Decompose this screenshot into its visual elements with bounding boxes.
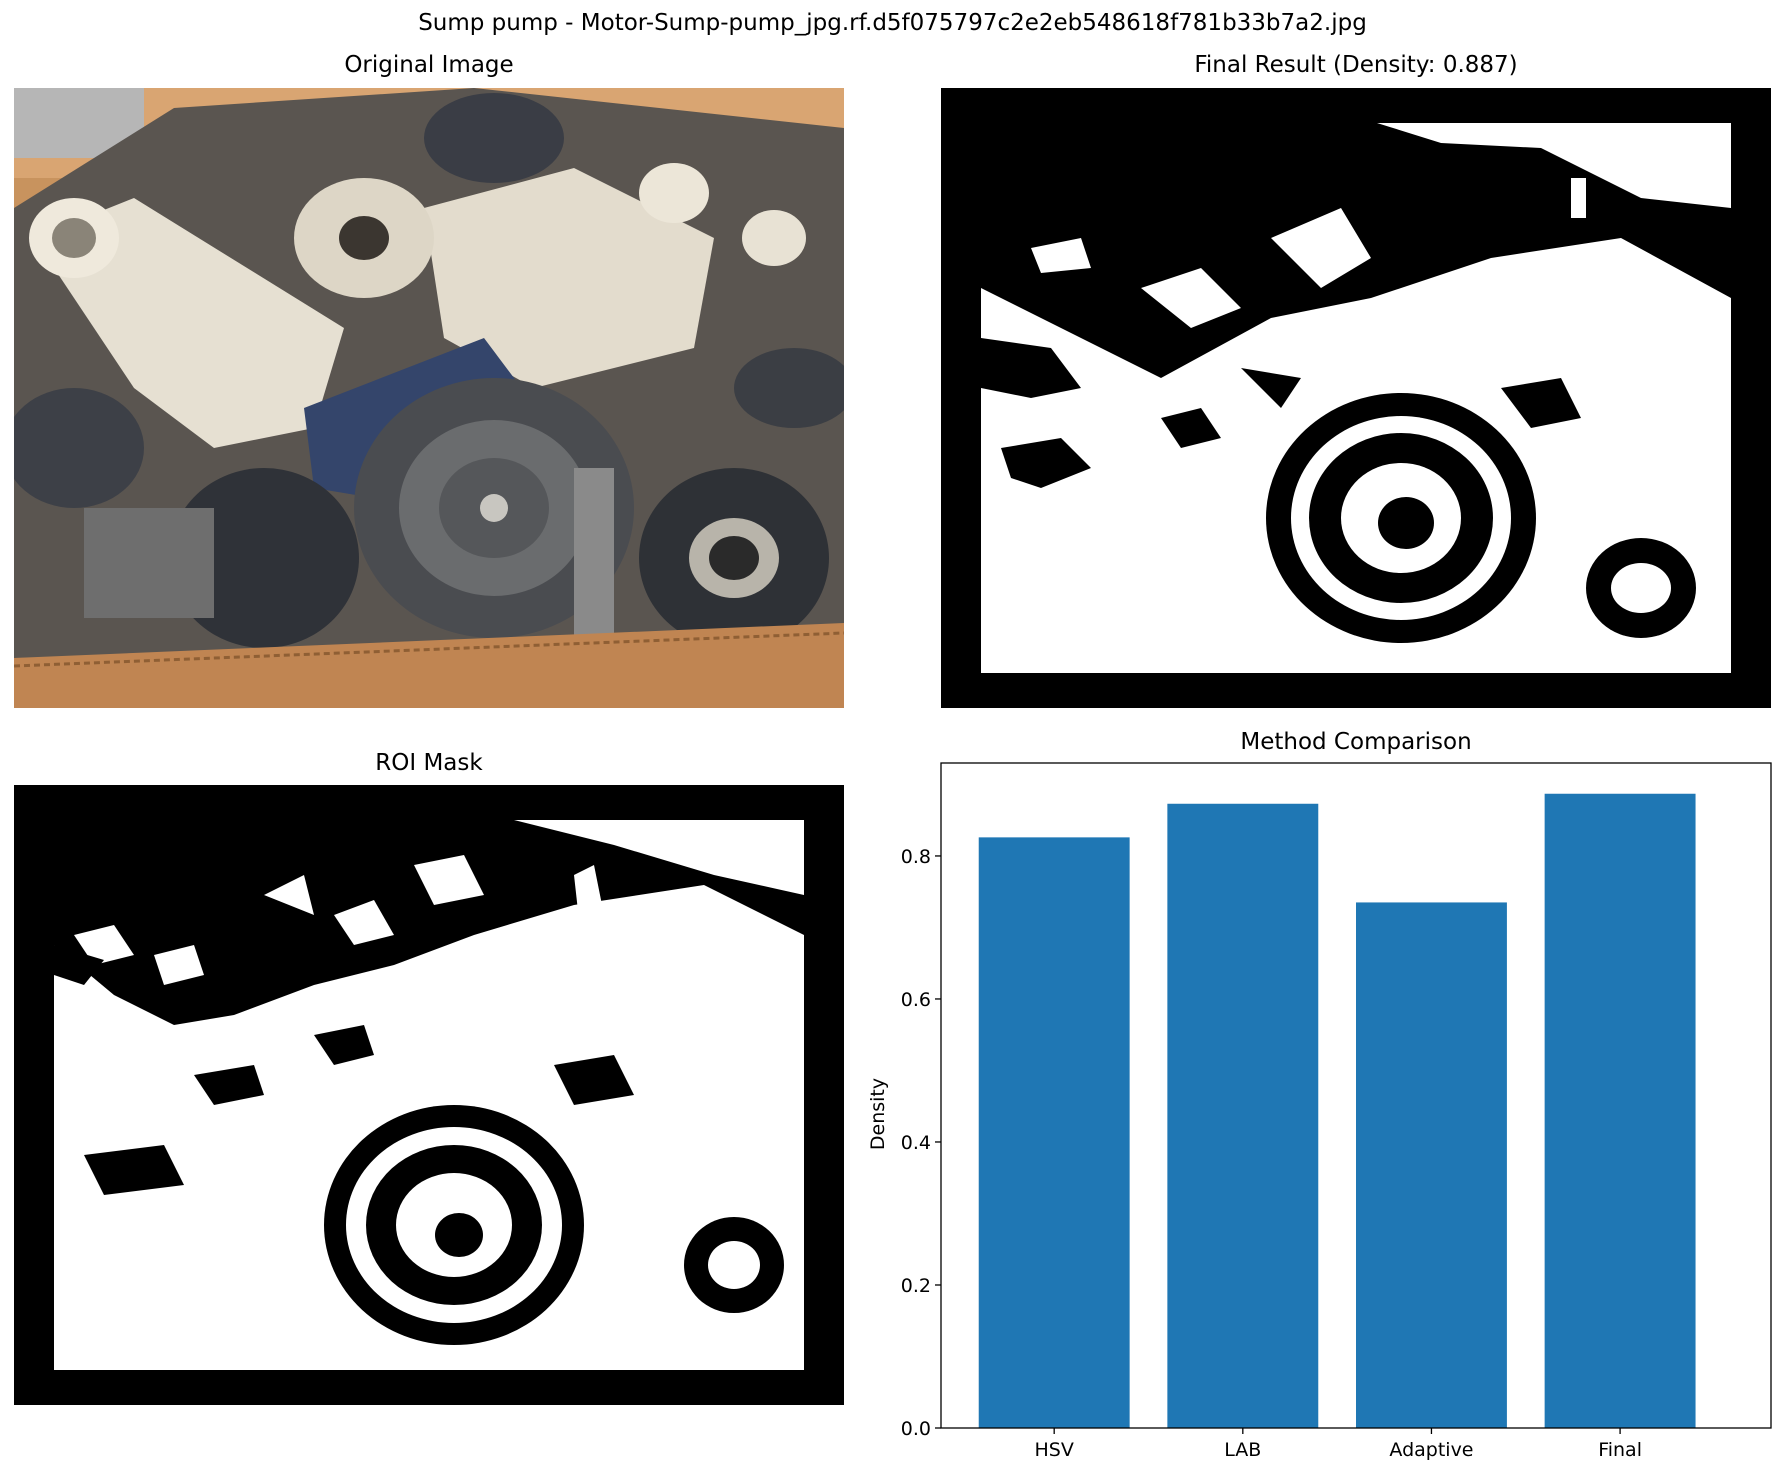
chart-title: Method Comparison [1240,729,1471,755]
y-axis-ticks: 0.0 0.2 0.4 0.6 0.8 [901,846,941,1440]
bar-final [1544,793,1696,1428]
y-tick-label: 0.6 [901,989,931,1011]
roi-mask-title: ROI Mask [375,750,483,776]
final-result-mask-drawing [941,88,1771,708]
x-tick-label: Adaptive [1389,1439,1473,1461]
x-tick-label: LAB [1224,1439,1261,1461]
bar-hsv [978,837,1130,1428]
original-image-title: Original Image [344,52,514,78]
plot-frame [940,762,1772,1429]
final-result-title: Final Result (Density: 0.887) [1194,52,1518,78]
y-tick-label: 0.2 [901,1275,931,1297]
y-tick-label: 0.0 [901,1418,931,1440]
final-result-mask [941,88,1771,708]
x-tick-label: Final [1598,1439,1642,1461]
bars [978,793,1696,1428]
bar-adaptive [1356,902,1507,1428]
roi-mask-drawing [14,785,844,1405]
figure-title: Sump pump - Motor-Sump-pump_jpg.rf.d5f07… [418,10,1367,36]
roi-mask [14,785,844,1405]
x-tick-label: HSV [1035,1439,1074,1461]
x-axis-ticks: HSV LAB Adaptive Final [1035,1428,1642,1461]
bar-lab [1167,803,1319,1428]
original-image-drawing [14,88,844,708]
y-tick-label: 0.4 [901,1132,931,1154]
y-axis-label: Density [867,1078,889,1150]
y-tick-label: 0.8 [901,846,931,868]
original-image [14,88,844,708]
